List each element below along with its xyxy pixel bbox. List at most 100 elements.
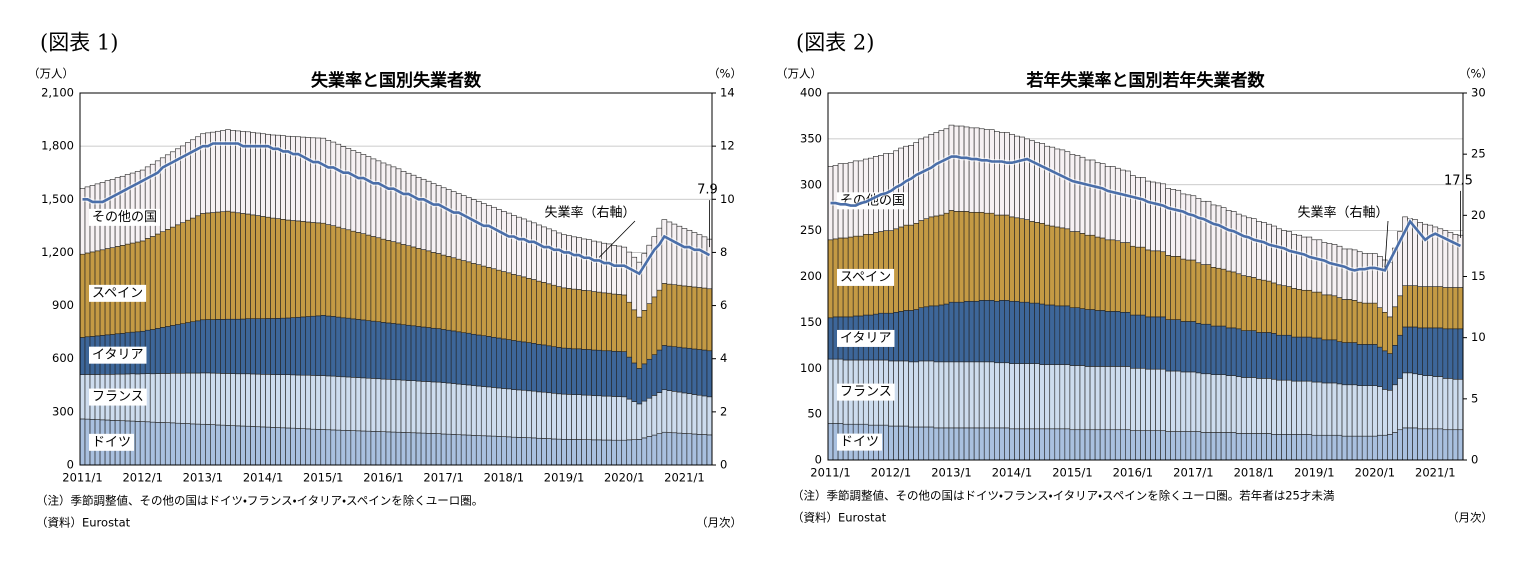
bar-segment: [923, 218, 930, 308]
bar-segment: [1175, 431, 1182, 461]
bar-segment: [375, 431, 382, 466]
bar-segment: [159, 327, 166, 374]
bar-segment: [1331, 382, 1338, 436]
bar-segment: [928, 305, 935, 362]
bar-segment: [631, 256, 638, 311]
bar-segment: [1034, 302, 1040, 364]
bar-segment: [159, 231, 166, 328]
bar-segment: [1336, 341, 1343, 385]
bar-segment: [275, 427, 281, 466]
bar-segment: [968, 300, 975, 363]
bar-segment: [1412, 427, 1418, 461]
bar-segment: [1225, 375, 1232, 433]
bar-segment: [470, 199, 477, 264]
bar-segment: [1296, 434, 1303, 461]
bar-segment: [405, 380, 412, 433]
bar-segment: [159, 373, 166, 423]
bar-segment: [1114, 311, 1121, 367]
bar-segment: [596, 291, 602, 351]
bar-segment: [405, 245, 412, 326]
bar-segment: [1019, 218, 1025, 303]
bar-segment: [385, 378, 392, 433]
bar-segment: [903, 145, 909, 226]
bar-segment: [536, 224, 542, 282]
bar-segment: [300, 428, 307, 466]
bar-segment: [1205, 264, 1212, 325]
bar-segment: [501, 338, 507, 389]
bar-segment: [651, 434, 658, 466]
bar-segment: [1437, 376, 1444, 430]
bar-segment: [581, 439, 587, 466]
bar-segment: [933, 427, 940, 461]
bar-segment: [1210, 432, 1217, 461]
bar-segment: [576, 237, 582, 290]
bar-segment: [1316, 434, 1323, 461]
bar-segment: [175, 372, 181, 424]
bar-segment: [210, 212, 216, 320]
bar-segment: [1014, 428, 1020, 461]
bar-segment: [1014, 363, 1020, 430]
bar-segment: [1457, 378, 1464, 431]
bar-segment: [195, 320, 201, 374]
bar-segment: [1256, 278, 1262, 333]
bar-segment: [1024, 363, 1030, 430]
bar-segment: [470, 333, 477, 386]
bar-segment: [210, 319, 216, 374]
bar-segment: [475, 435, 482, 466]
bar-segment: [948, 124, 955, 211]
bar-segment: [1356, 435, 1363, 461]
bar-segment: [1422, 223, 1429, 287]
bar-segment: [928, 216, 935, 307]
bar-segment: [701, 236, 708, 289]
bar-segment: [320, 375, 327, 430]
bar-segment: [963, 126, 970, 212]
bar-segment: [1089, 429, 1096, 461]
bar-segment: [230, 211, 236, 320]
bar-segment: [938, 214, 945, 306]
bar-segment: [345, 430, 352, 466]
x-tick-label: 2020/1: [1355, 466, 1395, 480]
bar-segment: [485, 435, 492, 466]
bar-segment: [1346, 384, 1353, 437]
bar-segment: [686, 393, 693, 434]
bar-segment: [1447, 429, 1454, 461]
bar-segment: [1256, 378, 1262, 434]
bar-segment: [691, 232, 698, 288]
bar-segment: [491, 435, 497, 466]
bar-segment: [255, 373, 261, 428]
bar-segment: [953, 125, 960, 212]
bar-segment: [1074, 155, 1081, 232]
bar-segment: [596, 395, 602, 441]
x-tick-label: 2011/1: [810, 466, 850, 480]
bar-segment: [1245, 330, 1252, 378]
bar-segment: [1099, 366, 1106, 431]
plot-frame: [827, 92, 1464, 461]
bar-segment: [1266, 332, 1272, 379]
bar-segment: [1014, 300, 1020, 364]
bar-segment: [1125, 366, 1131, 431]
bar-segment: [325, 429, 332, 466]
bar-segment: [1049, 225, 1056, 306]
bar-segment: [1109, 166, 1116, 241]
bar-segment: [1109, 239, 1116, 312]
bar-segment: [641, 437, 648, 466]
bar-segment: [1074, 231, 1081, 308]
bar-segment: [385, 164, 392, 241]
bar-segment: [220, 319, 226, 374]
bar-segment: [566, 288, 572, 349]
bar-segment: [556, 347, 562, 395]
bar-segment: [1165, 255, 1171, 320]
bar-segment: [1276, 284, 1282, 336]
bar-segment: [1341, 299, 1348, 343]
bar-segment: [601, 350, 607, 397]
bar-segment: [1392, 384, 1398, 433]
x-tick-label: 2018/1: [1234, 466, 1274, 480]
bar-segment: [561, 347, 567, 395]
bar-segment: [164, 373, 171, 423]
bar-segment: [255, 215, 261, 319]
bar-segment: [295, 316, 301, 376]
value-label: 17.5: [1444, 173, 1473, 188]
bar-segment: [641, 363, 648, 402]
bar-segment: [340, 429, 347, 466]
bar-segment: [1240, 433, 1247, 461]
